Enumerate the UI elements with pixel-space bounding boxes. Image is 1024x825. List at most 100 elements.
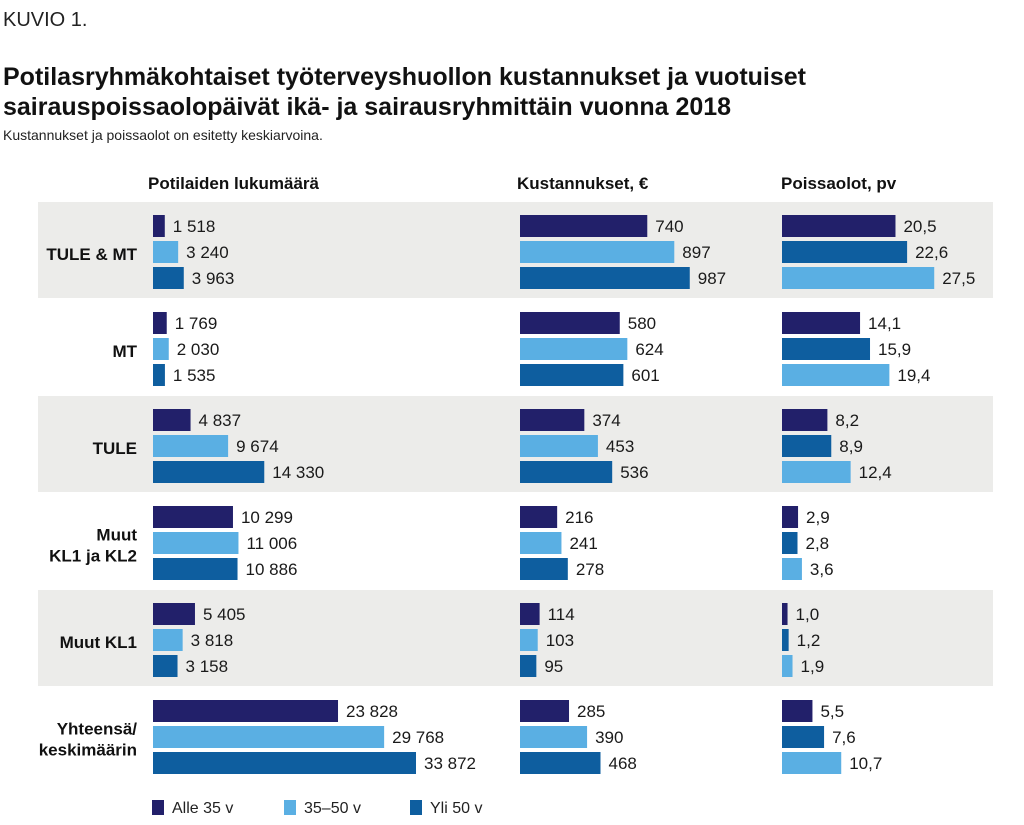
data-label: 3 158 xyxy=(186,657,229,676)
bar xyxy=(153,461,265,483)
data-label: 536 xyxy=(620,463,648,482)
bar xyxy=(153,215,165,237)
bar xyxy=(520,267,690,289)
data-label: 11 006 xyxy=(246,534,297,553)
bar xyxy=(520,655,537,677)
bar xyxy=(782,629,789,651)
data-label: 374 xyxy=(592,411,620,430)
data-label: 1 535 xyxy=(173,366,216,385)
bar xyxy=(520,312,620,334)
bar xyxy=(153,338,169,360)
bar xyxy=(153,655,178,677)
legend-label: Alle 35 v xyxy=(172,800,234,817)
data-label: 4 837 xyxy=(199,411,242,430)
data-label: 15,9 xyxy=(878,340,911,359)
bar xyxy=(520,726,588,748)
bar xyxy=(520,532,562,554)
data-label: 2 030 xyxy=(177,340,220,359)
data-label: 9 674 xyxy=(236,437,279,456)
group-label: Muut xyxy=(96,526,137,545)
legend-swatch xyxy=(410,800,422,815)
group-label: KL1 ja KL2 xyxy=(49,547,137,566)
data-label: 1 769 xyxy=(175,314,218,333)
bar xyxy=(520,461,613,483)
data-label: 23 828 xyxy=(346,702,398,721)
legend-swatch xyxy=(284,800,296,815)
bar xyxy=(153,532,239,554)
bar xyxy=(782,726,825,748)
bar xyxy=(782,435,832,457)
data-label: 624 xyxy=(635,340,663,359)
bar xyxy=(520,435,598,457)
data-label: 453 xyxy=(606,437,634,456)
bar xyxy=(782,215,896,237)
bar-chart: Potilaiden lukumäärä Kustannukset, € Poiss… xyxy=(38,174,993,774)
bar xyxy=(782,603,788,625)
data-label: 22,6 xyxy=(915,243,948,262)
data-label: 10,7 xyxy=(849,754,882,773)
data-label: 7,6 xyxy=(832,728,856,747)
bar xyxy=(153,312,167,334)
chart-subtitle: Kustannukset ja poissaolot on esitetty k… xyxy=(3,127,323,143)
data-label: 601 xyxy=(631,366,659,385)
data-label: 3 818 xyxy=(191,631,234,650)
panel-title: Kustannukset, € xyxy=(517,174,649,193)
bar xyxy=(153,726,385,748)
data-label: 3 963 xyxy=(192,269,235,288)
bar xyxy=(782,364,890,386)
legend-item-yli-50: Yli 50 v xyxy=(410,800,482,818)
data-label: 5 405 xyxy=(203,605,246,624)
legend-swatch xyxy=(152,800,164,815)
bar xyxy=(782,532,798,554)
bar xyxy=(520,603,540,625)
data-label: 580 xyxy=(628,314,656,333)
bar xyxy=(153,700,339,722)
bar xyxy=(782,752,842,774)
data-label: 987 xyxy=(698,269,726,288)
legend-item-alle-35: Alle 35 v xyxy=(152,800,233,818)
data-label: 390 xyxy=(595,728,623,747)
data-label: 740 xyxy=(655,217,683,236)
data-label: 468 xyxy=(608,754,636,773)
data-label: 3,6 xyxy=(810,560,834,579)
data-label: 285 xyxy=(577,702,605,721)
legend-label: Yli 50 v xyxy=(430,800,483,817)
data-label: 33 872 xyxy=(424,754,476,773)
data-label: 1,9 xyxy=(801,657,825,676)
bar xyxy=(520,700,570,722)
panel-title: Poissaolot, pv xyxy=(781,174,897,193)
group-label: keskimäärin xyxy=(39,741,137,760)
bar xyxy=(520,241,675,263)
bar xyxy=(520,338,628,360)
data-label: 103 xyxy=(546,631,574,650)
bar xyxy=(153,752,417,774)
bar xyxy=(520,364,624,386)
bar xyxy=(782,338,871,360)
figure-number: KUVIO 1. xyxy=(3,9,88,31)
chart-title: Potilasryhmäkohtaiset työterveyshuollon … xyxy=(3,63,806,121)
bar xyxy=(153,435,229,457)
data-label: 27,5 xyxy=(942,269,975,288)
bar xyxy=(153,364,165,386)
bar xyxy=(782,558,802,580)
bar xyxy=(520,409,585,431)
data-label: 8,9 xyxy=(839,437,863,456)
bar xyxy=(782,506,799,528)
bar xyxy=(520,558,568,580)
bar xyxy=(153,558,238,580)
data-label: 1,2 xyxy=(797,631,821,650)
bar xyxy=(153,409,191,431)
data-label: 1,0 xyxy=(796,605,820,624)
data-label: 278 xyxy=(576,560,604,579)
group-label: TULE & MT xyxy=(46,245,137,264)
bar xyxy=(153,506,233,528)
bar xyxy=(782,700,813,722)
data-label: 897 xyxy=(682,243,710,262)
data-label: 241 xyxy=(569,534,597,553)
bar xyxy=(520,506,558,528)
data-label: 10 886 xyxy=(246,560,298,579)
bar xyxy=(153,603,195,625)
data-label: 216 xyxy=(565,508,593,527)
data-label: 2,8 xyxy=(806,534,830,553)
data-label: 14 330 xyxy=(272,463,324,482)
